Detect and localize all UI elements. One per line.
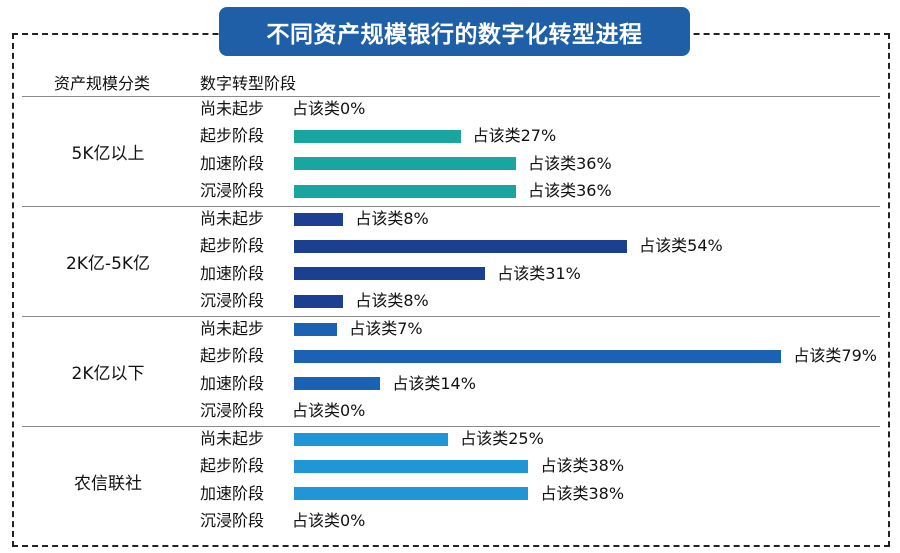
stage-label: 尚未起步 bbox=[200, 429, 265, 448]
stage-label: 起步阶段 bbox=[200, 456, 265, 476]
stage-label: 沉浸阶段 bbox=[200, 401, 265, 421]
stage-label: 尚未起步 bbox=[200, 209, 265, 228]
group-divider bbox=[22, 426, 880, 427]
title-banner: 不同资产规模银行的数字化转型进程 bbox=[219, 7, 690, 56]
stage-label: 尚未起步 bbox=[200, 99, 265, 118]
value-label: 占该类0% bbox=[292, 99, 366, 118]
stage-label: 沉浸阶段 bbox=[200, 511, 265, 531]
stage-label: 加速阶段 bbox=[200, 263, 265, 283]
group-label: 2K亿以下 bbox=[71, 364, 145, 385]
value-label: 占该类25% bbox=[460, 429, 544, 448]
bar bbox=[294, 129, 461, 143]
group-label: 5K亿以上 bbox=[71, 144, 145, 165]
group-divider bbox=[22, 206, 880, 207]
bar bbox=[294, 377, 381, 391]
bar bbox=[294, 487, 529, 501]
bar bbox=[294, 267, 486, 281]
bar bbox=[294, 432, 449, 446]
bar bbox=[294, 322, 338, 336]
group-label: 农信联社 bbox=[74, 474, 142, 495]
value-label: 占该类38% bbox=[540, 456, 625, 476]
value-label: 占该类14% bbox=[392, 373, 476, 393]
value-label: 占该类38% bbox=[540, 483, 625, 503]
value-label: 占该类0% bbox=[292, 401, 366, 421]
value-label: 占该类0% bbox=[292, 511, 366, 531]
bar bbox=[294, 294, 344, 308]
stage-label: 起步阶段 bbox=[200, 346, 265, 366]
stage-label: 尚未起步 bbox=[200, 319, 265, 338]
value-label: 占该类31% bbox=[497, 263, 581, 283]
value-label: 占该类79% bbox=[793, 346, 877, 366]
value-label: 占该类8% bbox=[355, 291, 429, 311]
bar bbox=[294, 212, 344, 226]
group-label: 2K亿-5K亿 bbox=[65, 254, 151, 275]
stage-label: 起步阶段 bbox=[200, 126, 265, 146]
stage-label: 加速阶段 bbox=[200, 483, 265, 503]
value-label: 占该类54% bbox=[639, 236, 723, 256]
stage-label: 起步阶段 bbox=[200, 236, 265, 256]
bar bbox=[294, 239, 628, 253]
stage-column-header: 数字转型阶段 bbox=[200, 74, 297, 93]
group-column-header: 资产规模分类 bbox=[54, 74, 151, 93]
chart-title: 不同资产规模银行的数字化转型进程 bbox=[266, 21, 643, 48]
value-label: 占该类27% bbox=[472, 126, 557, 146]
group-divider bbox=[22, 316, 880, 317]
value-label: 占该类36% bbox=[528, 153, 612, 173]
stage-label: 加速阶段 bbox=[200, 153, 265, 173]
stage-label: 沉浸阶段 bbox=[200, 291, 265, 311]
bar bbox=[294, 157, 517, 171]
value-label: 占该类36% bbox=[528, 181, 612, 201]
group-divider bbox=[22, 96, 880, 97]
stage-label: 加速阶段 bbox=[200, 373, 265, 393]
value-label: 占该类7% bbox=[349, 319, 423, 338]
bar bbox=[294, 184, 517, 198]
bar bbox=[294, 459, 529, 473]
stage-label: 沉浸阶段 bbox=[200, 181, 265, 201]
bar bbox=[294, 349, 782, 363]
value-label: 占该类8% bbox=[355, 209, 429, 228]
